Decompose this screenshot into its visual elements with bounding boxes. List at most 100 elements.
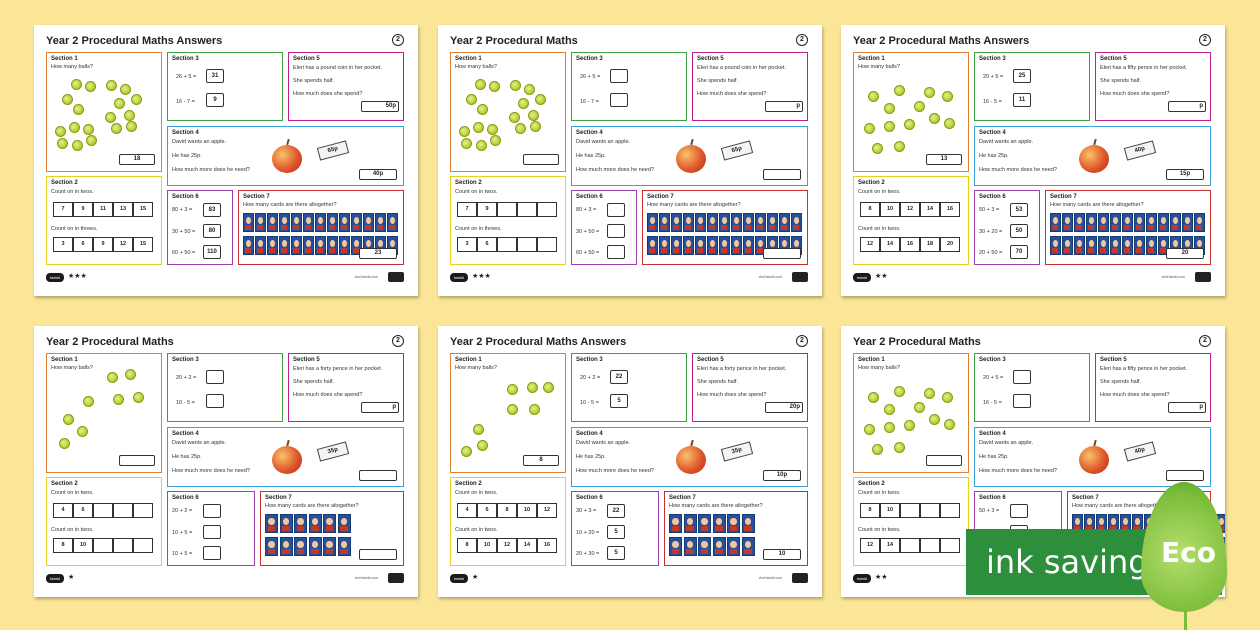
playing-card-icon: [1110, 236, 1121, 255]
card-body-icon: [1124, 247, 1131, 253]
ball-icon: [872, 444, 883, 455]
equation-answer: [203, 546, 221, 560]
twinkl-logo: twinkl: [450, 574, 468, 583]
number-cell: 9: [477, 202, 497, 217]
page-title: Year 2 Procedural Maths Answers: [853, 35, 1030, 47]
equation-answer: [607, 224, 625, 238]
section-3-heading: Section 3: [979, 56, 1006, 62]
number-cell: 12: [113, 237, 133, 252]
card-face-icon: [297, 518, 304, 525]
website-link: visit twinkl.com: [758, 275, 782, 279]
section-2: Section 2 Count on in twos. 4 6 8 10 12 Count o…: [450, 477, 566, 566]
ball-icon: [489, 81, 500, 92]
number-cell: 14: [880, 538, 900, 553]
equation-answer: [206, 394, 224, 408]
card-body-icon: [341, 224, 348, 230]
section-5-answer: p: [361, 402, 399, 413]
card-face-icon: [1134, 518, 1140, 525]
card-body-icon: [671, 548, 680, 554]
card-body-icon: [697, 247, 704, 253]
playing-card-icon: [683, 514, 697, 533]
card-face-icon: [709, 240, 715, 247]
playing-card-icon: [671, 236, 682, 255]
section-4-answer: [359, 470, 397, 481]
playing-card-icon: [375, 213, 386, 232]
card-body-icon: [257, 247, 264, 253]
card-body-icon: [686, 548, 694, 554]
playing-card-icon: [731, 236, 742, 255]
equation-label: 20 + 2 =: [176, 375, 197, 381]
section-5-detail: She spends half.: [1100, 379, 1141, 385]
number-cell: 6: [477, 237, 497, 252]
playing-card-icon: [387, 213, 398, 232]
section-7-heading: Section 7: [1072, 495, 1099, 501]
number-cell: 10: [880, 202, 900, 217]
section-5-question: How much does she spend?: [1100, 91, 1170, 97]
playing-card-icon: [1182, 213, 1193, 232]
section-2-heading: Section 2: [51, 180, 78, 186]
equation-answer: 22: [610, 370, 628, 384]
equation-answer: [610, 69, 628, 83]
playing-card-icon: [719, 213, 730, 232]
playing-card-icon: [671, 213, 682, 232]
ball-icon: [509, 112, 520, 123]
card-face-icon: [293, 217, 299, 224]
worksheet-page: Year 2 Procedural Maths Answers 2 Section …: [34, 25, 418, 296]
card-face-icon: [297, 541, 304, 548]
card-body-icon: [1076, 247, 1083, 253]
ball-icon: [114, 98, 125, 109]
ball-icon: [904, 119, 915, 130]
twinkl-logo: twinkl: [46, 273, 64, 282]
card-body-icon: [1052, 247, 1059, 253]
card-face-icon: [281, 240, 287, 247]
playing-card-icon: [1134, 236, 1145, 255]
ball-icon: [461, 446, 472, 457]
section-5-answer: p: [1168, 101, 1206, 112]
equation-label: 30 + 20 =: [979, 229, 1003, 235]
ball-icon: [475, 79, 486, 90]
number-cell: [497, 237, 517, 252]
playing-card-icon: [1098, 213, 1109, 232]
twinkl-mini-logo-icon: [1195, 272, 1211, 282]
card-face-icon: [721, 217, 727, 224]
section-5-answer: p: [1168, 402, 1206, 413]
section-6: Section 6 80 + 3 = 83 30 + 50 = 80 60 + 50 = 1…: [167, 190, 233, 265]
ball-icon: [529, 404, 540, 415]
section-7: Section 7 How many cards are there altoge…: [1045, 190, 1211, 265]
card-body-icon: [329, 224, 336, 230]
card-body-icon: [781, 224, 788, 230]
card-body-icon: [721, 224, 728, 230]
card-face-icon: [340, 518, 348, 525]
equation-label: 10 + 5 =: [172, 551, 193, 557]
section-6: Section 6 50 + 3 = 53 30 + 20 = 50 20 + 50 = 7…: [974, 190, 1040, 265]
number-cell: [920, 503, 940, 518]
card-body-icon: [267, 525, 276, 531]
ball-icon: [914, 101, 925, 112]
card-body-icon: [686, 525, 694, 531]
leaf-stem-icon: [1184, 600, 1187, 630]
card-face-icon: [709, 217, 715, 224]
card-body-icon: [305, 224, 312, 230]
ball-icon: [466, 94, 477, 105]
card-face-icon: [293, 240, 299, 247]
card-face-icon: [305, 240, 311, 247]
section-7-question: How many cards are there altogether?: [669, 503, 763, 509]
card-body-icon: [661, 224, 668, 230]
section-3: Section 3 26 + 5 = 16 - 7 =: [571, 52, 687, 121]
worksheet-page: Year 2 Procedural Maths Answers 2 Section …: [841, 25, 1225, 296]
card-face-icon: [757, 240, 763, 247]
card-face-icon: [721, 240, 727, 247]
ball-icon: [476, 140, 487, 151]
section-5-detail: She spends half.: [293, 78, 334, 84]
section-2-instruction-2: Count on in threes.: [51, 226, 98, 232]
section-3-heading: Section 3: [576, 357, 603, 363]
card-face-icon: [311, 518, 319, 525]
ball-icon: [518, 98, 529, 109]
number-cell: 3: [457, 237, 477, 252]
card-face-icon: [701, 541, 708, 548]
number-cell: 14: [880, 237, 900, 252]
card-face-icon: [282, 518, 290, 525]
card-face-icon: [745, 240, 751, 247]
section-4: Section 4 David wants an apple. He has 25p…: [571, 126, 808, 186]
card-face-icon: [1112, 240, 1118, 247]
